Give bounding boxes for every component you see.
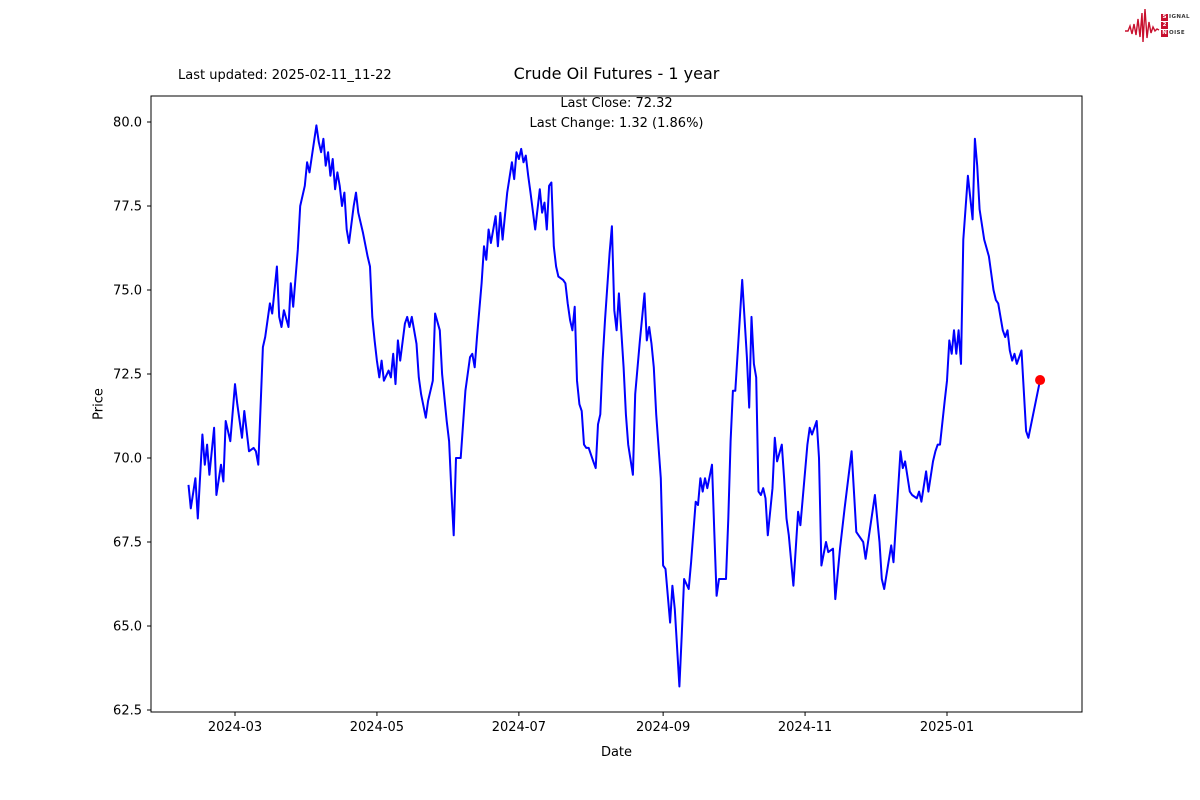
x-tick-label: 2024-11 <box>778 720 832 735</box>
logo-letter-n: N <box>1161 29 1168 37</box>
signal2noise-logo: S IGNAL 2 N OISE <box>1124 4 1198 46</box>
plot-frame <box>150 95 1083 713</box>
logo-row-2: 2 <box>1161 21 1190 29</box>
y-axis-label: Price <box>91 388 107 420</box>
logo-row-noise: N OISE <box>1161 29 1186 37</box>
y-tick-label: 65.0 <box>113 620 142 635</box>
heartbeat-waveform-icon <box>1125 8 1160 43</box>
x-tick-label: 2024-03 <box>208 720 262 735</box>
y-tick-label: 70.0 <box>113 452 142 467</box>
logo-wordmark: S IGNAL 2 N OISE <box>1161 13 1190 37</box>
y-tick-label: 75.0 <box>113 284 142 299</box>
y-tick-label: 67.5 <box>113 536 142 551</box>
last-change-text: Last Change: 1.32 (1.86%) <box>529 116 704 131</box>
x-axis-label: Date <box>600 745 633 760</box>
logo-row-signal: S IGNAL <box>1161 13 1190 21</box>
price-line <box>187 124 1042 688</box>
x-tick-label: 2024-09 <box>636 720 690 735</box>
x-tick-label: 2025-01 <box>920 720 974 735</box>
y-tick-label: 77.5 <box>113 200 142 215</box>
last-price-marker <box>1035 375 1046 386</box>
x-tick-label: 2024-05 <box>350 720 404 735</box>
last-close-text: Last Close: 72.32 <box>560 96 673 111</box>
y-tick-label: 72.5 <box>113 368 142 383</box>
y-tick-label: 80.0 <box>113 116 142 131</box>
last-updated-text: Last updated: 2025-02-11_11-22 <box>178 68 392 83</box>
logo-letter-s: S <box>1161 13 1168 21</box>
logo-letter-2: 2 <box>1161 21 1168 29</box>
chart-annotation: Last Close: 72.32 Last Change: 1.32 (1.8… <box>151 94 1082 134</box>
y-tick-label: 62.5 <box>113 704 142 719</box>
x-tick-label: 2024-07 <box>492 720 546 735</box>
chart-title: Crude Oil Futures - 1 year <box>513 64 720 83</box>
